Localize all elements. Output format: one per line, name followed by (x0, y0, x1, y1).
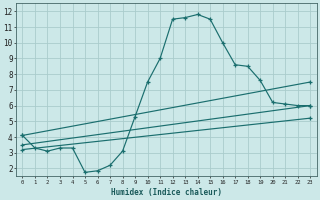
X-axis label: Humidex (Indice chaleur): Humidex (Indice chaleur) (111, 188, 222, 197)
